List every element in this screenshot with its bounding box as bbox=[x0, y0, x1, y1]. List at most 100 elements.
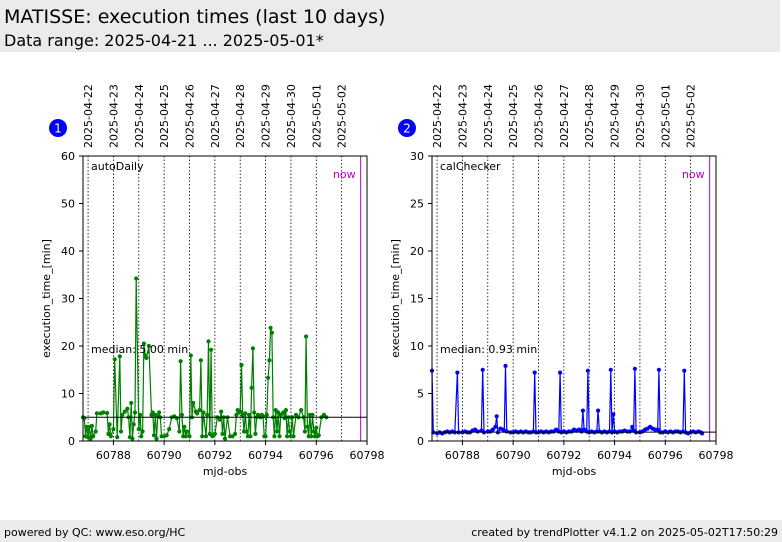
data-point bbox=[205, 412, 210, 417]
x-tick-label: 60788 bbox=[96, 449, 131, 462]
data-point bbox=[115, 435, 120, 440]
date-label: 2025-05-02 bbox=[685, 84, 698, 148]
data-point bbox=[475, 429, 480, 434]
data-point bbox=[164, 433, 169, 438]
x-tick-label: 60792 bbox=[546, 449, 581, 462]
data-point bbox=[266, 375, 271, 380]
data-point bbox=[611, 412, 616, 417]
data-point bbox=[503, 363, 508, 368]
data-point bbox=[239, 362, 244, 368]
data-point bbox=[203, 434, 209, 439]
data-point bbox=[151, 433, 157, 438]
date-label: 2025-05-01 bbox=[659, 84, 672, 148]
data-point bbox=[107, 422, 112, 427]
date-label: 2025-05-01 bbox=[310, 84, 323, 148]
data-point bbox=[144, 355, 149, 360]
date-label: 2025-05-02 bbox=[336, 84, 349, 148]
y-tick-label: 60 bbox=[61, 150, 75, 163]
x-tick-label: 60796 bbox=[299, 449, 334, 462]
data-point bbox=[125, 406, 130, 411]
data-point bbox=[182, 424, 187, 429]
data-point bbox=[247, 412, 252, 417]
data-point bbox=[136, 427, 141, 432]
y-tick-label: 15 bbox=[410, 293, 424, 306]
data-point bbox=[532, 370, 537, 375]
data-point bbox=[238, 409, 243, 414]
data-point bbox=[304, 334, 309, 339]
data-point bbox=[305, 424, 310, 429]
data-point bbox=[118, 429, 124, 434]
y-tick-label: 20 bbox=[61, 340, 75, 353]
data-point bbox=[219, 409, 224, 414]
data-point bbox=[201, 410, 206, 415]
data-point bbox=[490, 427, 495, 432]
x-tick-label: 60798 bbox=[699, 449, 734, 462]
data-point bbox=[283, 408, 288, 413]
x-tick-label: 60794 bbox=[597, 449, 632, 462]
date-label: 2025-04-28 bbox=[583, 84, 596, 148]
date-label: 2025-04-29 bbox=[609, 84, 622, 148]
y-tick-label: 0 bbox=[68, 435, 75, 448]
series-line bbox=[431, 365, 703, 435]
date-label: 2025-04-23 bbox=[107, 84, 120, 148]
data-point bbox=[91, 434, 96, 439]
data-point bbox=[268, 325, 273, 330]
data-point bbox=[260, 414, 266, 419]
data-point bbox=[285, 434, 290, 439]
data-point bbox=[630, 424, 635, 429]
data-point bbox=[220, 431, 225, 436]
data-point bbox=[302, 429, 307, 434]
y-tick-label: 10 bbox=[61, 388, 75, 401]
data-range-subtitle: Data range: 2025-04-21 ... 2025-05-01* bbox=[4, 31, 324, 50]
x-tick-label: 60798 bbox=[350, 449, 385, 462]
date-label: 2025-04-26 bbox=[184, 84, 197, 148]
data-point bbox=[178, 359, 183, 364]
page-title: MATISSE: execution times (last 10 days) bbox=[4, 6, 386, 28]
data-point bbox=[291, 434, 296, 439]
data-point bbox=[217, 417, 222, 422]
data-point bbox=[131, 422, 136, 427]
data-point bbox=[310, 412, 315, 417]
data-point bbox=[250, 346, 255, 351]
data-point bbox=[111, 427, 116, 432]
date-label: 2025-04-28 bbox=[234, 84, 247, 148]
data-point bbox=[191, 400, 196, 406]
data-point bbox=[299, 408, 304, 413]
panel-badge bbox=[49, 119, 67, 137]
data-point bbox=[139, 434, 144, 439]
data-point bbox=[93, 429, 98, 434]
data-point bbox=[212, 431, 217, 436]
data-point bbox=[200, 434, 205, 439]
x-tick-label: 60794 bbox=[248, 449, 283, 462]
data-point bbox=[117, 354, 122, 359]
header-bar: MATISSE: execution times (last 10 days) … bbox=[0, 0, 780, 52]
data-point bbox=[167, 427, 172, 432]
x-axis-label: mjd-obs bbox=[203, 465, 248, 478]
y-axis-label: execution_time_[min] bbox=[389, 239, 402, 358]
y-tick-label: 30 bbox=[410, 150, 424, 163]
data-point bbox=[233, 431, 238, 436]
data-point bbox=[455, 370, 460, 375]
data-point bbox=[112, 357, 117, 362]
data-point bbox=[222, 436, 228, 441]
data-point bbox=[272, 434, 277, 439]
x-tick-label: 60792 bbox=[197, 449, 232, 462]
data-point bbox=[656, 367, 662, 372]
date-label: 2025-04-27 bbox=[558, 84, 571, 148]
y-tick-label: 30 bbox=[61, 293, 75, 306]
panel-badge-number: 1 bbox=[54, 122, 62, 136]
data-point bbox=[184, 429, 190, 434]
data-point bbox=[157, 410, 162, 415]
plot-frame bbox=[82, 155, 368, 442]
data-point bbox=[138, 412, 143, 417]
data-point bbox=[206, 339, 211, 344]
data-point bbox=[154, 436, 159, 441]
date-label: 2025-04-25 bbox=[507, 84, 520, 148]
chart-panel-1: 1 2025-04-22 2025-04-23 2025-04-24 2025-04-2… bbox=[40, 84, 385, 478]
data-point bbox=[105, 410, 110, 416]
x-tick-label: 60796 bbox=[648, 449, 683, 462]
now-label: now bbox=[333, 168, 356, 181]
date-label: 2025-04-30 bbox=[285, 84, 298, 148]
data-point bbox=[187, 434, 192, 439]
data-point bbox=[146, 343, 151, 349]
